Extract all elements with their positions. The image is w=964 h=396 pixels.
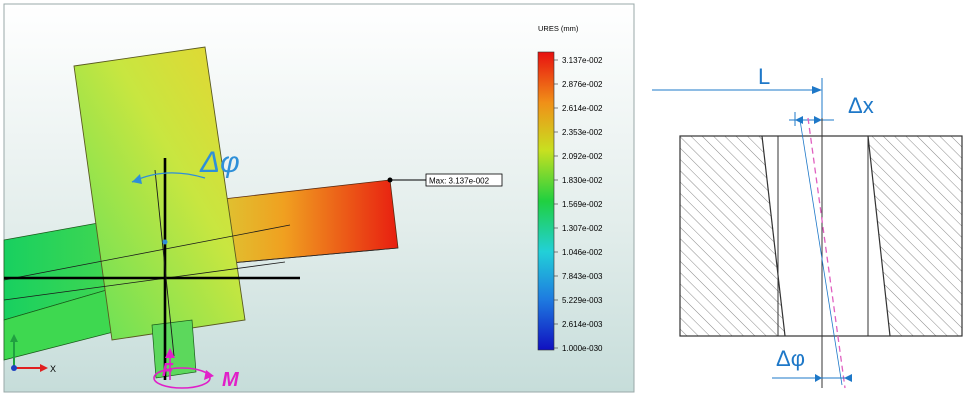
legend-tick-label: 2.614e-002 [562, 104, 603, 113]
legend-tick-label: 1.046e-002 [562, 248, 603, 257]
rotation-angle-label: Δφ [199, 146, 240, 179]
triad-x-label: X [50, 364, 56, 374]
left-wall [680, 136, 785, 336]
offset-arrowhead-right [814, 116, 822, 124]
legend-tick-label: 2.092e-002 [562, 152, 603, 161]
legend-tick-label: 2.876e-002 [562, 80, 603, 89]
tilted-blade-edge-right [867, 135, 891, 337]
deformed-axis-line [154, 169, 175, 357]
max-label-box [425, 173, 503, 187]
legend-tick-label: 1.000e-030 [562, 344, 603, 353]
length-arrowhead [812, 86, 822, 94]
offset-arrowhead-left [795, 116, 803, 124]
schematic-angle-label: Δφ [776, 346, 805, 371]
arc-arrowhead [132, 174, 142, 184]
angle-arrowhead-left [815, 374, 822, 382]
rotation-center-point [162, 239, 168, 245]
legend-tick-label: 1.830e-002 [562, 176, 603, 185]
legend-tick-label: 3.137e-002 [562, 56, 603, 65]
legend-tick-label: 1.307e-002 [562, 224, 603, 233]
force-arrowhead [165, 348, 175, 358]
legend-color-bar [537, 51, 555, 351]
legend-tick-label: 5.229e-003 [562, 296, 603, 305]
moment-arc [153, 367, 211, 389]
offset-label: Δx [848, 93, 874, 118]
tilted-blade-edge-left [761, 135, 786, 337]
structure-edge [3, 224, 291, 281]
legend-ticks: 3.137e-002 2.876e-002 2.614e-002 2.353e-002… [554, 56, 603, 353]
rotating-plate [73, 46, 246, 341]
structure-edge [3, 261, 286, 301]
shaft-hub [151, 319, 197, 379]
length-label: L [758, 64, 770, 89]
triad-x-arrowhead [40, 364, 48, 372]
legend-tick-label: 1.569e-002 [562, 200, 603, 209]
tilt-reference-line [799, 119, 843, 386]
fea-result-view: Δφ Max: 3.137e-002 F M X URES (mm) 3.137… [3, 3, 635, 393]
right-wall [868, 136, 962, 336]
tilted-axis [807, 117, 846, 389]
moment-arrowhead [204, 370, 214, 380]
triad-y-arrowhead [10, 334, 18, 342]
legend-title: URES (mm) [538, 24, 579, 33]
legend-tick-label: 7.843e-003 [562, 272, 603, 281]
angle-arrowhead-right [844, 374, 852, 382]
triad-origin [11, 365, 17, 371]
max-value-label: Max: 3.137e-002 [429, 177, 490, 186]
moment-label: M [222, 369, 240, 391]
geometry-schematic: L Δx Δφ [652, 64, 963, 389]
legend-tick-label: 2.614e-003 [562, 320, 603, 329]
legend-tick-label: 2.353e-002 [562, 128, 603, 137]
section-outline [679, 135, 963, 337]
